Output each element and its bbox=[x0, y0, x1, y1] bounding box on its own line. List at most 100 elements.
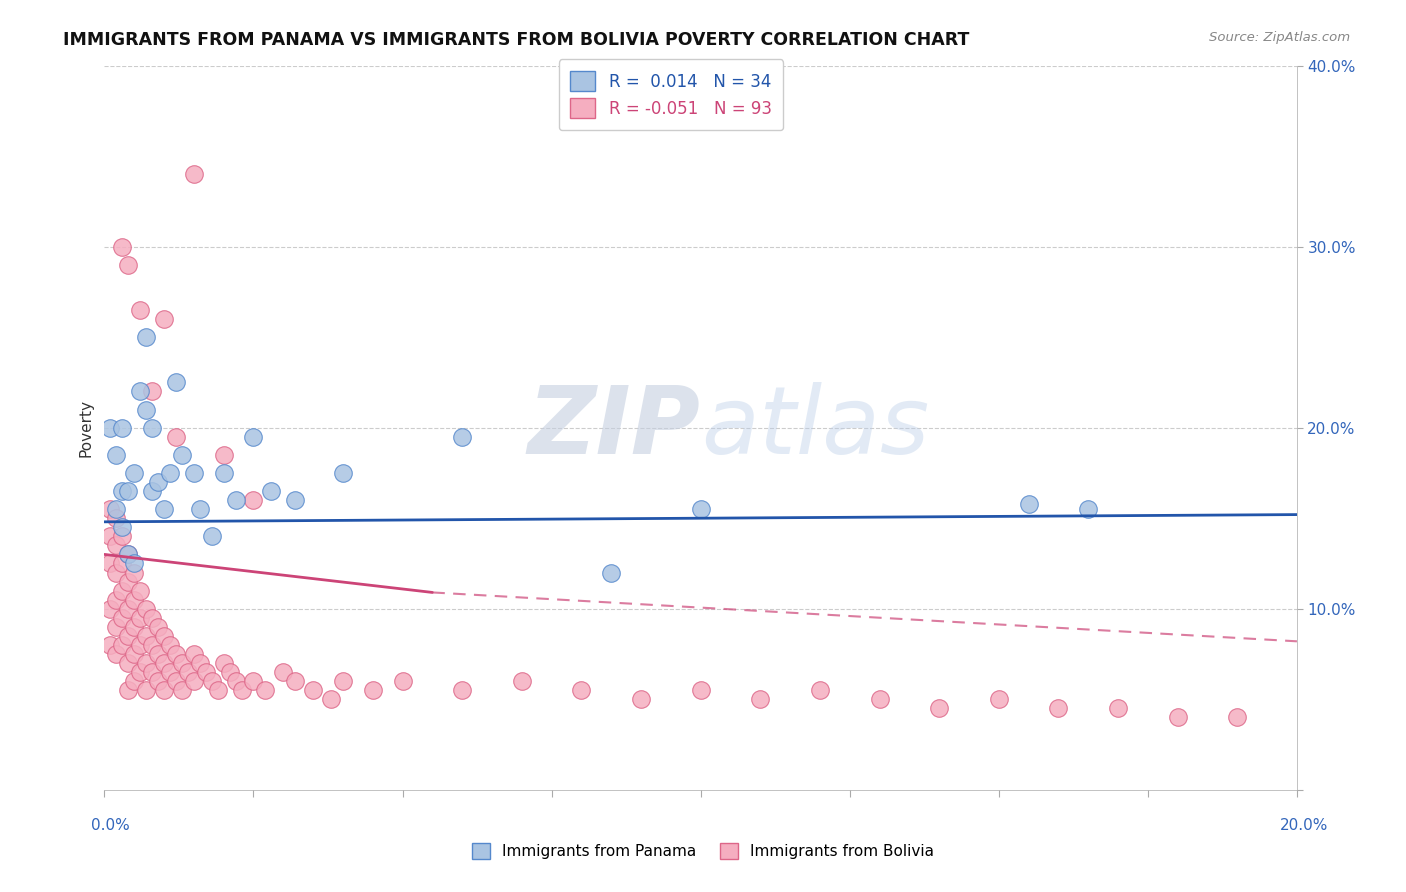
Point bbox=[188, 656, 211, 670]
Point bbox=[129, 638, 152, 652]
Point bbox=[159, 466, 181, 480]
Point bbox=[170, 683, 193, 698]
Point bbox=[225, 493, 247, 508]
Point bbox=[146, 674, 169, 689]
Point bbox=[231, 683, 253, 698]
Point bbox=[177, 665, 200, 679]
Text: IMMIGRANTS FROM PANAMA VS IMMIGRANTS FROM BOLIVIA POVERTY CORRELATION CHART: IMMIGRANTS FROM PANAMA VS IMMIGRANTS FRO… bbox=[63, 31, 970, 49]
Point bbox=[122, 566, 145, 580]
Point bbox=[146, 620, 169, 634]
Point bbox=[98, 529, 121, 543]
Point bbox=[183, 674, 205, 689]
Point bbox=[212, 466, 235, 480]
Point bbox=[111, 557, 134, 571]
Point bbox=[105, 448, 128, 462]
Point bbox=[122, 620, 145, 634]
Point bbox=[153, 683, 176, 698]
Point bbox=[129, 611, 152, 625]
Point bbox=[212, 448, 235, 462]
Point bbox=[451, 430, 474, 444]
Point bbox=[1167, 710, 1189, 724]
Point bbox=[105, 511, 128, 525]
Point bbox=[689, 502, 711, 516]
Y-axis label: Poverty: Poverty bbox=[79, 399, 93, 457]
Legend: R =  0.014   N = 34, R = -0.051   N = 93: R = 0.014 N = 34, R = -0.051 N = 93 bbox=[558, 60, 783, 130]
Point bbox=[153, 312, 176, 326]
Point bbox=[117, 601, 139, 615]
Point bbox=[117, 548, 139, 562]
Point bbox=[1077, 502, 1099, 516]
Point bbox=[1226, 710, 1249, 724]
Text: Source: ZipAtlas.com: Source: ZipAtlas.com bbox=[1209, 31, 1350, 45]
Point bbox=[111, 611, 134, 625]
Point bbox=[159, 638, 181, 652]
Point bbox=[111, 529, 134, 543]
Point bbox=[242, 493, 264, 508]
Point bbox=[1018, 497, 1040, 511]
Point bbox=[129, 303, 152, 318]
Point bbox=[111, 638, 134, 652]
Point bbox=[170, 448, 193, 462]
Point bbox=[146, 475, 169, 489]
Point bbox=[141, 420, 163, 434]
Point bbox=[98, 420, 121, 434]
Point bbox=[183, 167, 205, 181]
Point bbox=[361, 683, 384, 698]
Point bbox=[749, 692, 772, 706]
Point bbox=[242, 430, 264, 444]
Point bbox=[117, 258, 139, 272]
Point bbox=[122, 466, 145, 480]
Point bbox=[111, 583, 134, 598]
Point bbox=[117, 629, 139, 643]
Point bbox=[165, 430, 187, 444]
Point bbox=[571, 683, 593, 698]
Point bbox=[129, 384, 152, 399]
Point bbox=[105, 592, 128, 607]
Point bbox=[129, 665, 152, 679]
Point bbox=[201, 529, 224, 543]
Point bbox=[135, 330, 157, 344]
Point bbox=[135, 629, 157, 643]
Point bbox=[159, 665, 181, 679]
Point bbox=[218, 665, 240, 679]
Point bbox=[135, 601, 157, 615]
Point bbox=[183, 647, 205, 661]
Point bbox=[302, 683, 325, 698]
Point bbox=[111, 484, 134, 499]
Point bbox=[98, 638, 121, 652]
Point bbox=[510, 674, 533, 689]
Point bbox=[332, 466, 354, 480]
Legend: Immigrants from Panama, Immigrants from Bolivia: Immigrants from Panama, Immigrants from … bbox=[464, 835, 942, 866]
Point bbox=[141, 665, 163, 679]
Point bbox=[117, 484, 139, 499]
Point bbox=[98, 557, 121, 571]
Point bbox=[117, 574, 139, 589]
Point bbox=[122, 557, 145, 571]
Point bbox=[135, 656, 157, 670]
Point bbox=[242, 674, 264, 689]
Point bbox=[117, 656, 139, 670]
Point bbox=[153, 629, 176, 643]
Point bbox=[225, 674, 247, 689]
Point bbox=[808, 683, 831, 698]
Point bbox=[153, 656, 176, 670]
Point bbox=[129, 583, 152, 598]
Point bbox=[165, 647, 187, 661]
Point bbox=[111, 240, 134, 254]
Text: atlas: atlas bbox=[700, 382, 929, 473]
Point bbox=[105, 502, 128, 516]
Point bbox=[1107, 701, 1129, 715]
Point bbox=[600, 566, 623, 580]
Point bbox=[141, 638, 163, 652]
Point bbox=[146, 647, 169, 661]
Point bbox=[254, 683, 277, 698]
Point bbox=[117, 548, 139, 562]
Point bbox=[201, 674, 224, 689]
Point bbox=[630, 692, 652, 706]
Point bbox=[141, 384, 163, 399]
Point bbox=[1047, 701, 1070, 715]
Point bbox=[105, 620, 128, 634]
Point bbox=[135, 402, 157, 417]
Point bbox=[183, 466, 205, 480]
Point bbox=[987, 692, 1010, 706]
